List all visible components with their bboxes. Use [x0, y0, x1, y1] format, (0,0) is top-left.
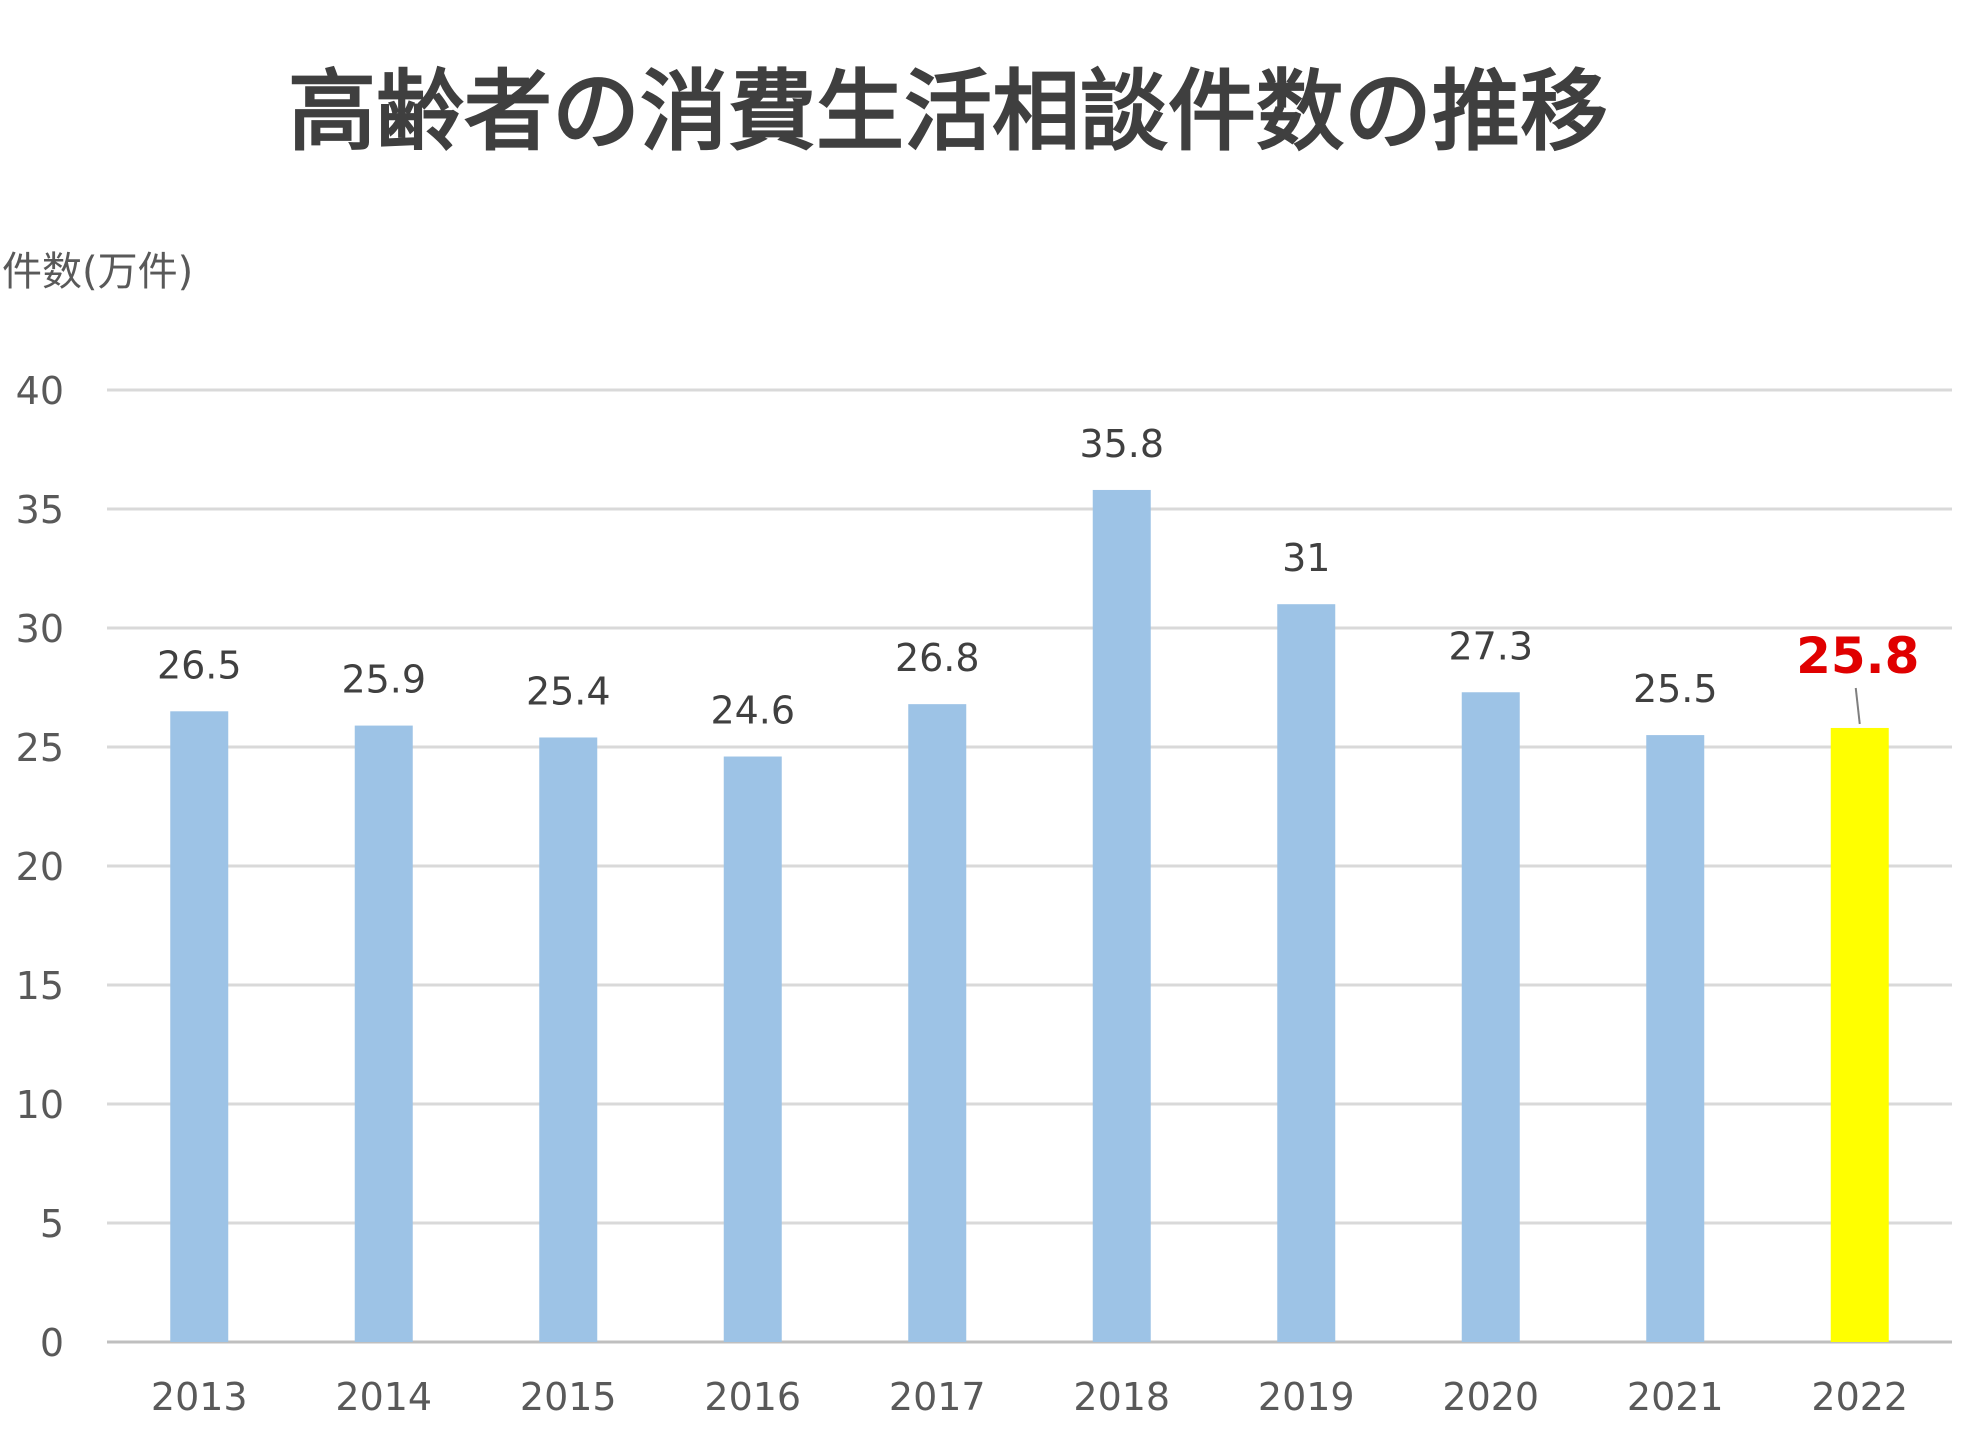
bar-2013: [170, 711, 229, 1342]
bar-2018: [1092, 489, 1151, 1343]
data-label-2018: 35.8: [1079, 422, 1164, 466]
bars: [170, 489, 1889, 1343]
bar-2016: [723, 756, 782, 1342]
x-axis-ticks: 2013 2014 2015 2016 2017 2018 2019 2020 2021 2022: [151, 1375, 1908, 1419]
data-label-2016: 24.6: [710, 689, 795, 733]
x-tick-label-2019: 2019: [1258, 1375, 1355, 1419]
data-label-2022: 25.8: [1796, 627, 1919, 685]
data-label-2021: 25.5: [1633, 667, 1718, 711]
x-tick-label-2013: 2013: [151, 1375, 248, 1419]
bar-2015: [539, 737, 598, 1342]
y-tick-label-35: 35: [16, 488, 64, 532]
y-tick-label-20: 20: [16, 845, 64, 889]
bar-2019: [1277, 604, 1336, 1342]
y-axis-ticks: 0 5 10 15 20 25 30 35 40: [16, 369, 64, 1365]
y-tick-label-5: 5: [40, 1202, 64, 1246]
data-label-2020: 27.3: [1448, 624, 1533, 668]
x-tick-label-2018: 2018: [1073, 1375, 1170, 1419]
data-label-leader-line: [1854, 687, 1861, 725]
data-label-2013: 26.5: [157, 643, 242, 687]
y-tick-label-10: 10: [16, 1083, 64, 1127]
data-label-2015: 25.4: [526, 669, 611, 713]
y-tick-label-30: 30: [16, 607, 64, 651]
x-tick-label-2022: 2022: [1811, 1375, 1908, 1419]
x-tick-label-2017: 2017: [889, 1375, 986, 1419]
x-tick-label-2014: 2014: [335, 1375, 432, 1419]
y-tick-label-40: 40: [16, 369, 64, 413]
data-label-2019: 31: [1282, 536, 1330, 580]
bar-2021: [1646, 735, 1705, 1342]
bar-2022: [1830, 727, 1889, 1342]
x-tick-label-2015: 2015: [520, 1375, 617, 1419]
chart-title: 高齢者の消費生活相談件数の推移: [288, 60, 1608, 163]
x-tick-label-2016: 2016: [704, 1375, 801, 1419]
data-labels: 26.5 25.9 25.4 24.6 26.8 35.8 31 27.3 25.5 25.8: [157, 422, 1919, 733]
y-tick-label-25: 25: [16, 726, 64, 770]
gridlines: [107, 388, 1952, 1344]
y-axis-label: 件数(万件): [2, 249, 193, 295]
bar-2014: [354, 725, 413, 1342]
x-tick-label-2021: 2021: [1627, 1375, 1724, 1419]
data-label-2014: 25.9: [341, 658, 426, 702]
bar-2017: [908, 704, 967, 1342]
y-tick-label-15: 15: [16, 964, 64, 1008]
x-tick-label-2020: 2020: [1442, 1375, 1539, 1419]
bar-2020: [1461, 692, 1520, 1342]
y-tick-label-0: 0: [40, 1321, 64, 1365]
data-label-2017: 26.8: [895, 636, 980, 680]
